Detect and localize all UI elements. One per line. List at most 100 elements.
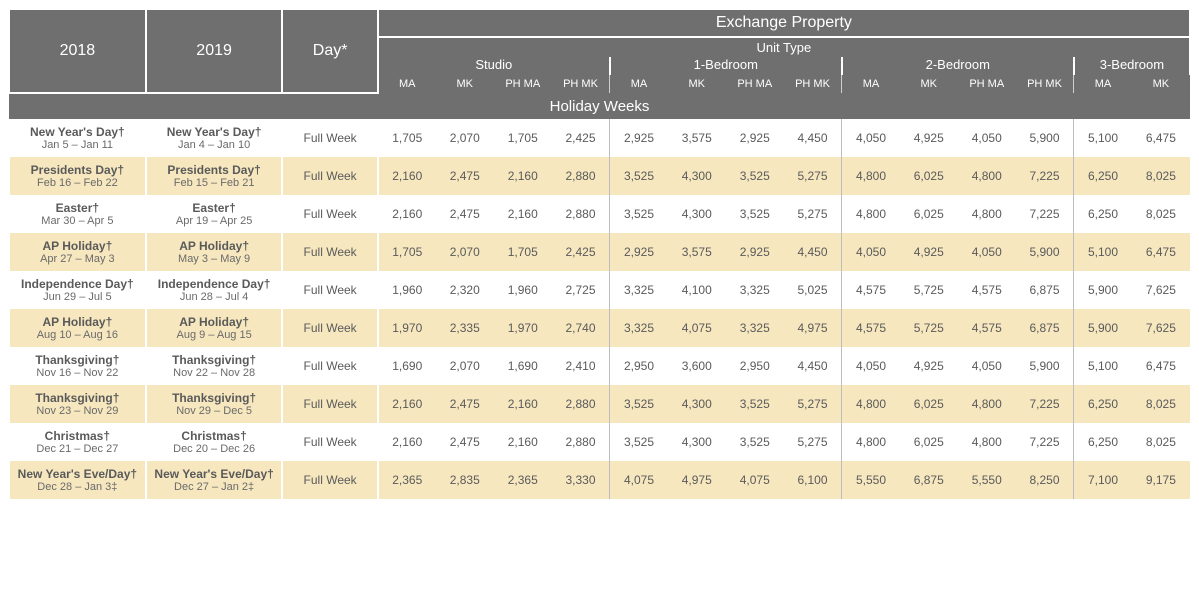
value-cell: 2,835 [436,461,494,499]
day-cell: Full Week [282,461,377,499]
col-1br-phma: PH MA [726,75,784,93]
value-cell: 6,875 [900,461,958,499]
value-cell: 2,725 [552,271,610,309]
value-cell: 5,900 [1074,271,1132,309]
value-cell: 3,600 [668,347,726,385]
value-cell: 2,880 [552,385,610,423]
value-cell: 4,050 [842,347,900,385]
value-cell: 2,475 [436,157,494,195]
unit-type-header: Unit Type [378,37,1190,57]
col-studio-ma: MA [378,75,436,93]
table-row: Easter†Mar 30 – Apr 5Easter†Apr 19 – Apr… [9,195,1190,233]
date-2018-cell: Thanksgiving†Nov 16 – Nov 22 [9,347,146,385]
value-cell: 5,550 [958,461,1016,499]
value-cell: 4,050 [958,233,1016,271]
date-range-2019: Jan 4 – Jan 10 [149,139,280,151]
value-cell: 5,100 [1074,233,1132,271]
value-cell: 9,175 [1132,461,1190,499]
date-range-2018: Apr 27 – May 3 [12,253,143,265]
value-cell: 1,960 [494,271,552,309]
date-range-2019: Dec 20 – Dec 26 [149,443,280,455]
value-cell: 2,740 [552,309,610,347]
value-cell: 2,475 [436,385,494,423]
value-cell: 2,070 [436,119,494,157]
value-cell: 6,250 [1074,157,1132,195]
value-cell: 3,525 [610,423,668,461]
holiday-name-2018: AP Holiday† [12,315,143,329]
date-2019-cell: New Year's Day†Jan 4 – Jan 10 [146,119,283,157]
col-2br-phmk: PH MK [1016,75,1074,93]
exchange-table: 2018 2019 Day* Exchange Property Unit Ty… [8,8,1191,499]
date-range-2018: Mar 30 – Apr 5 [12,215,143,227]
value-cell: 7,625 [1132,309,1190,347]
value-cell: 4,450 [784,119,842,157]
date-2019-cell: Presidents Day†Feb 15 – Feb 21 [146,157,283,195]
value-cell: 4,800 [958,385,1016,423]
value-cell: 2,925 [610,119,668,157]
value-cell: 3,575 [668,119,726,157]
date-range-2018: Nov 16 – Nov 22 [12,367,143,379]
value-cell: 2,070 [436,347,494,385]
value-cell: 4,975 [784,309,842,347]
value-cell: 5,100 [1074,119,1132,157]
table-row: Independence Day†Jun 29 – Jul 5Independe… [9,271,1190,309]
date-2018-cell: New Year's Day†Jan 5 – Jan 11 [9,119,146,157]
value-cell: 8,025 [1132,423,1190,461]
col-2018-header: 2018 [9,9,146,93]
day-cell: Full Week [282,195,377,233]
value-cell: 4,925 [900,119,958,157]
day-cell: Full Week [282,347,377,385]
value-cell: 4,925 [900,347,958,385]
three-br-header: 3-Bedroom [1074,57,1190,75]
value-cell: 2,950 [726,347,784,385]
value-cell: 2,950 [610,347,668,385]
date-range-2019: May 3 – May 9 [149,253,280,265]
table-row: Thanksgiving†Nov 23 – Nov 29Thanksgiving… [9,385,1190,423]
exchange-property-header: Exchange Property [378,9,1190,37]
value-cell: 6,475 [1132,347,1190,385]
date-2018-cell: Presidents Day†Feb 16 – Feb 22 [9,157,146,195]
col-1br-phmk: PH MK [784,75,842,93]
value-cell: 6,025 [900,157,958,195]
value-cell: 2,880 [552,195,610,233]
value-cell: 4,800 [958,195,1016,233]
holiday-name-2019: AP Holiday† [149,239,280,253]
value-cell: 7,225 [1016,195,1074,233]
day-cell: Full Week [282,157,377,195]
value-cell: 6,250 [1074,195,1132,233]
value-cell: 5,275 [784,423,842,461]
value-cell: 6,250 [1074,385,1132,423]
value-cell: 5,275 [784,385,842,423]
value-cell: 8,025 [1132,195,1190,233]
value-cell: 1,705 [494,233,552,271]
date-2018-cell: New Year's Eve/Day†Dec 28 – Jan 3‡ [9,461,146,499]
date-range-2019: Jun 28 – Jul 4 [149,291,280,303]
value-cell: 4,450 [784,233,842,271]
holiday-name-2019: Easter† [149,201,280,215]
date-range-2018: Dec 21 – Dec 27 [12,443,143,455]
value-cell: 6,250 [1074,423,1132,461]
value-cell: 2,425 [552,233,610,271]
holiday-name-2019: Thanksgiving† [149,391,280,405]
value-cell: 2,365 [494,461,552,499]
day-cell: Full Week [282,233,377,271]
value-cell: 2,160 [494,157,552,195]
value-cell: 1,970 [494,309,552,347]
value-cell: 2,160 [378,385,436,423]
value-cell: 3,325 [610,271,668,309]
value-cell: 6,875 [1016,309,1074,347]
value-cell: 3,525 [726,195,784,233]
value-cell: 4,050 [842,233,900,271]
table-row: New Year's Eve/Day†Dec 28 – Jan 3‡New Ye… [9,461,1190,499]
value-cell: 1,705 [378,233,436,271]
value-cell: 5,900 [1016,119,1074,157]
date-range-2019: Apr 19 – Apr 25 [149,215,280,227]
value-cell: 5,725 [900,271,958,309]
value-cell: 3,325 [610,309,668,347]
value-cell: 3,525 [610,385,668,423]
date-range-2018: Jun 29 – Jul 5 [12,291,143,303]
date-2018-cell: Easter†Mar 30 – Apr 5 [9,195,146,233]
col-studio-mk: MK [436,75,494,93]
value-cell: 2,880 [552,157,610,195]
holiday-name-2018: Easter† [12,201,143,215]
